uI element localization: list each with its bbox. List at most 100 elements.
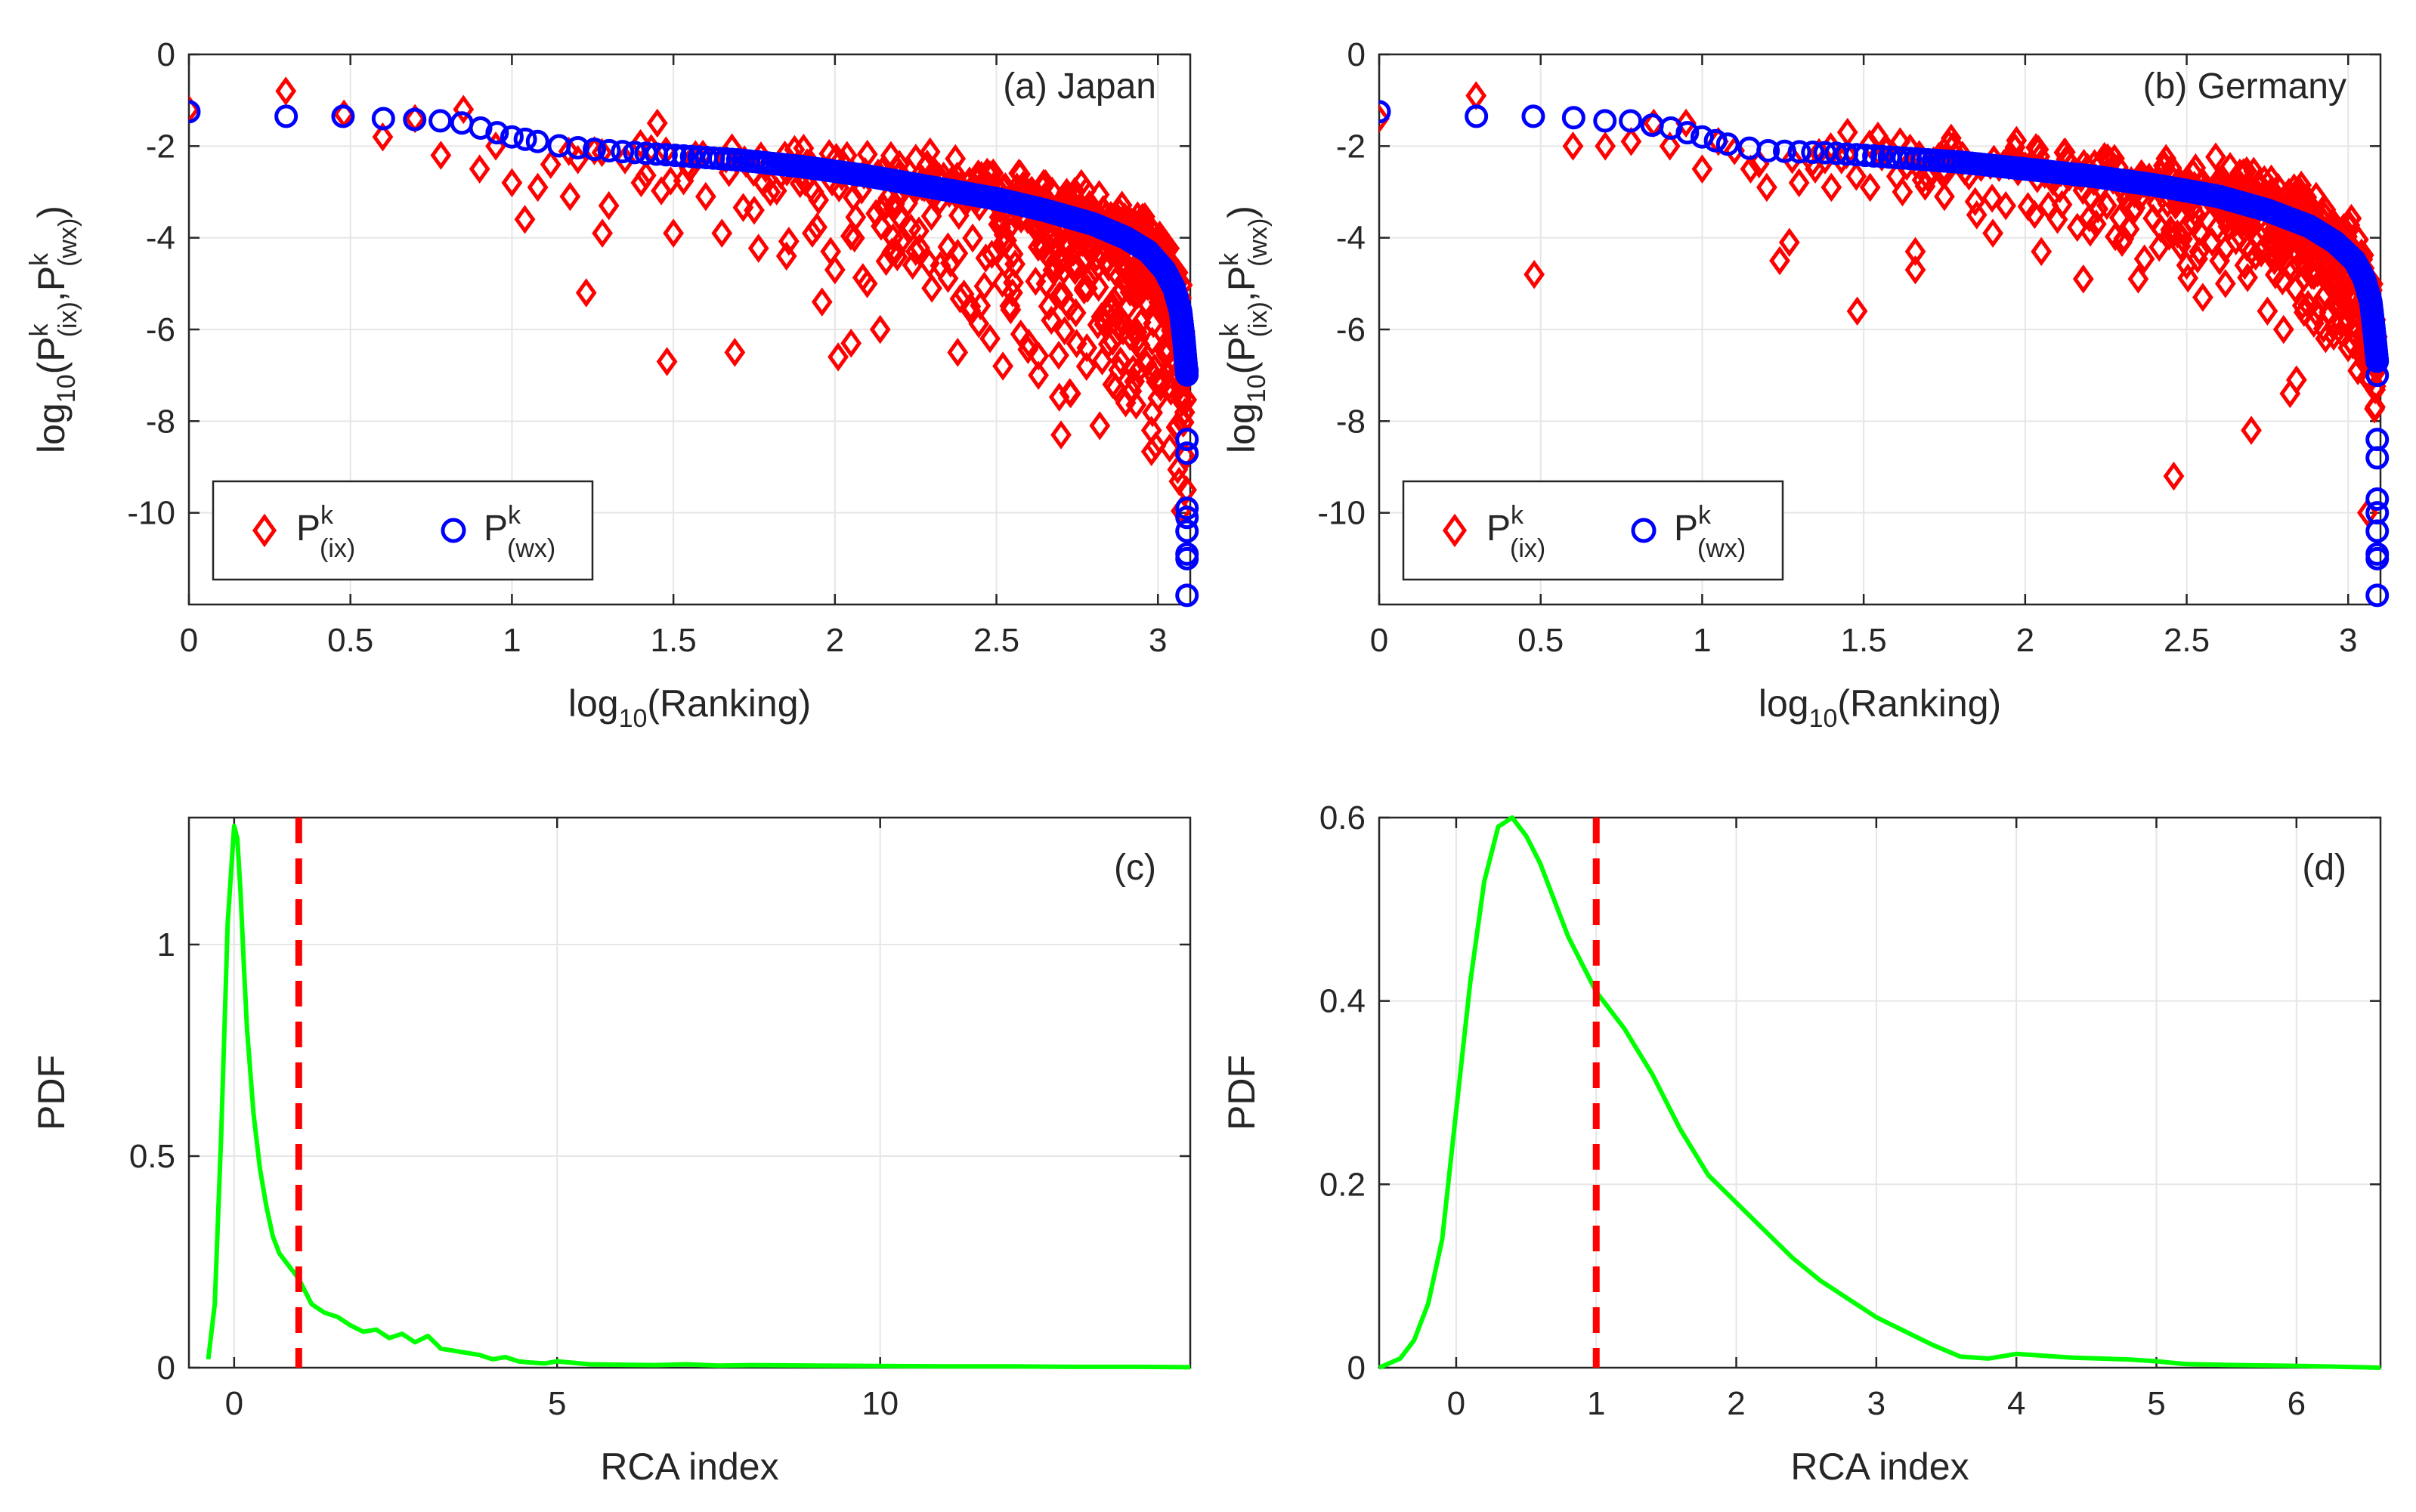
x-tick-label: 1.5: [1841, 622, 1887, 659]
diamond-marker: [527, 172, 549, 203]
circle-marker: [1175, 359, 1199, 383]
x-tick-label: 6: [2288, 1385, 2306, 1422]
diamond-marker: [558, 137, 580, 166]
circle-marker: [1756, 138, 1780, 162]
diamond-marker: [663, 218, 685, 248]
x-tick-label: 0: [225, 1385, 243, 1422]
diamond-marker: [1859, 172, 1881, 203]
diamond-marker: [973, 271, 995, 301]
legend-item-ix: Pk (ix): [1486, 501, 1545, 563]
diamond-marker: [1904, 237, 1926, 267]
diamond-marker: [591, 138, 613, 168]
circle-marker: [1175, 441, 1199, 465]
x-tick-label: 10: [862, 1385, 899, 1422]
diamond-marker: [1846, 296, 1868, 326]
diamond-marker: [2306, 258, 2328, 288]
x-tick-label: 5: [2147, 1385, 2165, 1422]
diamond-marker: [2285, 365, 2307, 395]
legend-item-wx: Pk (wx): [484, 501, 555, 563]
y-tick-label: -8: [146, 403, 175, 440]
circle-marker: [1853, 144, 1877, 168]
circle-marker: [189, 100, 201, 124]
diamond-marker: [1087, 272, 1109, 302]
grid: [1379, 817, 2380, 1368]
circle-marker: [1801, 141, 1825, 165]
diamond-marker: [871, 212, 892, 241]
x-label-rest: (Ranking): [1837, 682, 2001, 725]
diamond-marker: [1089, 411, 1111, 441]
legend-diamond-icon: [1442, 513, 1468, 548]
y-label-sub10: 10: [1242, 374, 1271, 403]
x-tick-label: 3: [2339, 622, 2357, 659]
diamond-marker: [1065, 298, 1087, 328]
diamond-marker: [1130, 308, 1152, 337]
circle-marker: [597, 138, 621, 162]
y-label-close: ): [30, 206, 73, 218]
diamond-marker: [1805, 154, 1826, 184]
y-tick-label: 1: [157, 926, 175, 963]
legend-base: P: [484, 509, 508, 549]
diamond-marker: [845, 203, 867, 232]
y-label-sub-ix: (ix): [54, 301, 82, 337]
x-tick-label: 0: [1370, 622, 1388, 659]
diamond-marker: [1147, 383, 1169, 413]
circle-marker: [274, 104, 299, 128]
diamond-marker: [960, 292, 982, 321]
y-label-sub-wx: (wx): [1244, 218, 1273, 267]
pdf-curve: [1378, 815, 2381, 1370]
diamond-marker: [2189, 237, 2210, 267]
y-tick-label: 0: [157, 36, 175, 73]
plot-area: [1379, 81, 2390, 608]
y-tick-label: 0: [157, 1350, 175, 1387]
circle-marker: [1175, 546, 1199, 570]
y-label-sup-k: k: [1215, 323, 1244, 336]
diamond-marker: [1076, 332, 1098, 363]
diamond-marker: [1859, 129, 1880, 159]
diamond-marker: [1176, 475, 1197, 505]
y-label-sup-k2: k: [1215, 252, 1244, 266]
x-tick-label: 1: [503, 622, 521, 659]
legend-item-ix: Pk (ix): [296, 501, 355, 563]
diamond-marker: [2150, 214, 2172, 243]
diamond-marker: [630, 128, 651, 159]
diamond-marker: [802, 218, 823, 248]
diamond-marker: [1159, 433, 1180, 463]
x-axis-label: RCA index: [1790, 1446, 1969, 1488]
diamond-marker: [1066, 329, 1087, 359]
legend-sup: k: [508, 501, 521, 530]
diamond-marker: [962, 223, 984, 253]
diamond-marker: [2189, 217, 2210, 247]
diamond-marker: [2096, 190, 2117, 221]
diamond-marker: [1126, 317, 1148, 347]
diamond-marker: [2024, 199, 2046, 230]
y-label-sup-k: k: [25, 323, 54, 336]
diamond-marker: [843, 223, 865, 253]
circle-marker: [1521, 104, 1545, 128]
diamond-marker: [592, 218, 613, 248]
diamond-marker: [724, 338, 746, 367]
diamond-marker: [2241, 416, 2262, 445]
diamond-marker: [651, 176, 672, 206]
diamond-marker: [1117, 293, 1138, 323]
circle-marker: [1561, 106, 1585, 130]
diamond-marker: [1917, 163, 1939, 193]
y-label-open: (P: [1220, 336, 1263, 374]
diamond-marker: [656, 347, 678, 376]
circle-marker: [663, 144, 687, 168]
x-tick-label: 1: [1693, 622, 1711, 659]
y-label-log: log: [1220, 403, 1263, 453]
diamond-marker: [1176, 385, 1198, 415]
x-label-log: log: [568, 682, 619, 725]
diamond-marker: [920, 201, 942, 231]
diamond-marker: [1128, 356, 1149, 385]
x-tick-label: 0.5: [327, 622, 373, 659]
legend-sub: (wx): [507, 534, 555, 563]
diamond-marker: [2347, 356, 2368, 385]
diamond-marker: [2192, 283, 2213, 312]
legend-diamond-icon: [252, 513, 277, 548]
legend-sup: k: [1698, 501, 1712, 530]
legend-sup: k: [320, 501, 334, 530]
legend-sub: (wx): [1697, 534, 1746, 563]
circle-marker: [1593, 109, 1617, 133]
y-label-sub-wx: (wx): [54, 218, 82, 267]
